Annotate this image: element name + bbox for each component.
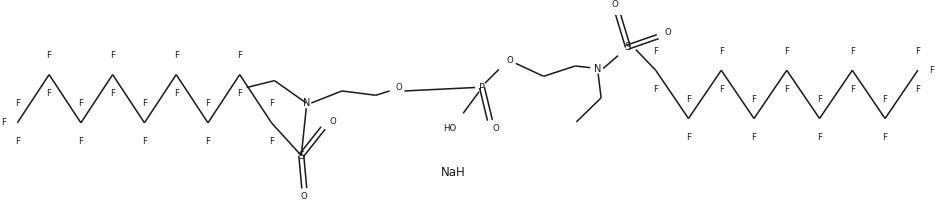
Text: F: F xyxy=(15,99,20,108)
Text: F: F xyxy=(883,133,887,142)
Text: F: F xyxy=(653,47,659,56)
Text: F: F xyxy=(686,95,691,104)
Text: O: O xyxy=(612,0,619,9)
Text: O: O xyxy=(395,83,402,92)
Text: F: F xyxy=(269,99,274,108)
Text: F: F xyxy=(752,133,756,142)
Text: F: F xyxy=(1,118,6,127)
Text: F: F xyxy=(718,85,724,94)
Text: F: F xyxy=(237,89,242,98)
Text: F: F xyxy=(206,99,211,108)
Text: F: F xyxy=(929,66,934,75)
Text: F: F xyxy=(784,85,790,94)
Text: F: F xyxy=(752,95,756,104)
Text: F: F xyxy=(79,137,84,146)
Text: F: F xyxy=(849,47,855,56)
Text: NaH: NaH xyxy=(440,166,465,179)
Text: F: F xyxy=(784,47,790,56)
Text: F: F xyxy=(206,137,211,146)
Text: N: N xyxy=(594,64,602,74)
Text: P: P xyxy=(479,82,485,93)
Text: F: F xyxy=(883,95,887,104)
Text: N: N xyxy=(303,98,310,108)
Text: F: F xyxy=(174,89,178,98)
Text: F: F xyxy=(47,51,51,60)
Text: F: F xyxy=(817,133,822,142)
Text: F: F xyxy=(47,89,51,98)
Text: F: F xyxy=(718,47,724,56)
Text: O: O xyxy=(301,193,307,201)
Text: F: F xyxy=(237,51,242,60)
Text: F: F xyxy=(110,51,115,60)
Text: F: F xyxy=(269,137,274,146)
Text: F: F xyxy=(916,47,921,56)
Text: F: F xyxy=(817,95,822,104)
Text: O: O xyxy=(664,28,671,37)
Text: O: O xyxy=(329,117,337,126)
Text: F: F xyxy=(686,133,691,142)
Text: F: F xyxy=(142,137,147,146)
Text: F: F xyxy=(849,85,855,94)
Text: S: S xyxy=(298,150,305,161)
Text: F: F xyxy=(79,99,84,108)
Text: O: O xyxy=(507,56,513,65)
Text: F: F xyxy=(142,99,147,108)
Text: F: F xyxy=(174,51,178,60)
Text: F: F xyxy=(653,85,659,94)
Text: HO: HO xyxy=(443,124,456,133)
Text: F: F xyxy=(916,85,921,94)
Text: S: S xyxy=(624,42,631,52)
Text: F: F xyxy=(15,137,20,146)
Text: F: F xyxy=(110,89,115,98)
Text: O: O xyxy=(493,124,499,133)
